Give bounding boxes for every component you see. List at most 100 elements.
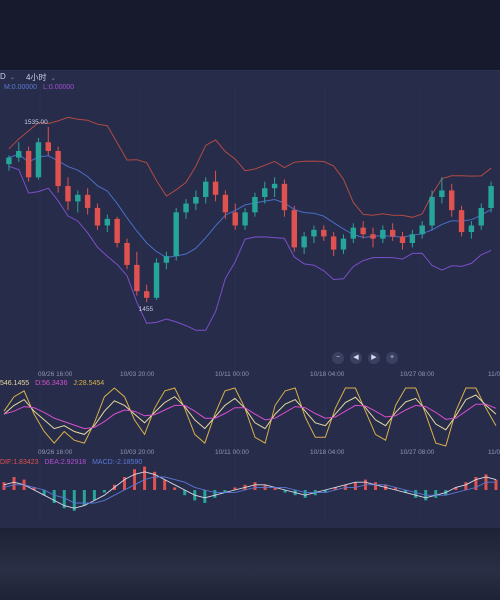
candle-body	[193, 197, 199, 204]
candle	[153, 258, 160, 300]
l-value: L:0.00000	[43, 84, 75, 91]
macd-bar	[102, 490, 106, 493]
ma-value: M:0.00000	[4, 84, 38, 91]
macd-bar	[323, 490, 327, 493]
candle-body	[252, 197, 258, 213]
kdj-legend: 546.1455 D:56.3436 J:28.5454	[0, 380, 104, 387]
macd-dea-line	[3, 476, 496, 504]
chevron-down-icon: ⌄	[10, 75, 16, 81]
candle-body	[370, 234, 376, 239]
candle	[134, 251, 140, 296]
boll-upper-line	[8, 116, 492, 218]
candle-body	[478, 207, 484, 226]
macd-bar	[253, 482, 257, 490]
candle-body	[173, 212, 179, 257]
candle	[45, 126, 51, 156]
candle	[25, 146, 32, 182]
macd-bar	[454, 487, 458, 490]
macd-bar	[404, 490, 408, 493]
macd-legend: DIF:1.83423 DEA:2.92918 MACD:-2.18590	[0, 459, 142, 466]
macd-bar	[353, 482, 357, 490]
max-price-label: 1535.00	[24, 119, 48, 126]
macd-bar	[203, 490, 207, 503]
candle-body	[419, 225, 425, 235]
macd-bar	[52, 490, 56, 503]
candle-body	[65, 186, 71, 202]
candle	[163, 251, 170, 270]
candle-body	[232, 212, 238, 226]
candle	[301, 232, 307, 254]
kdj-k-label: 546.1455	[0, 380, 30, 387]
candle	[271, 177, 278, 197]
chart-panel	[0, 71, 500, 528]
candle-body	[55, 151, 61, 187]
candle	[124, 238, 130, 270]
time-tick-label: 09/26 16:00	[38, 449, 73, 456]
candle	[419, 221, 425, 239]
candle	[439, 177, 445, 204]
time-tick-label: 09/26 16:00	[38, 371, 73, 378]
candle-body	[350, 227, 357, 239]
candle	[321, 225, 327, 241]
time-tick-label: 10/11 00:00	[215, 449, 249, 456]
step-forward-button[interactable]: ▶	[368, 352, 380, 364]
candle	[143, 284, 150, 303]
macd-bar	[464, 482, 468, 490]
candle-body	[321, 229, 327, 237]
macd-bar	[92, 490, 96, 501]
step-forward-icon: ▶	[371, 354, 377, 361]
candle	[370, 227, 376, 248]
candle-body	[45, 142, 51, 151]
candle-body	[439, 190, 445, 197]
candle	[311, 225, 317, 243]
candle	[183, 199, 189, 219]
zoom-in-button[interactable]: +	[386, 352, 398, 364]
symbol-selector[interactable]: D ⌄	[0, 72, 15, 81]
candle-body	[16, 151, 22, 158]
candle-body	[262, 188, 268, 197]
zoom-in-icon: +	[389, 354, 395, 361]
candle-body	[242, 212, 248, 226]
kdj-panel	[3, 387, 497, 447]
candle-body	[212, 181, 219, 195]
macd-bar	[434, 490, 438, 498]
interval-selector[interactable]: 4小时 ⌄	[26, 72, 56, 83]
candle	[104, 214, 111, 233]
macd-bar	[133, 469, 137, 490]
candle	[222, 190, 229, 219]
macd-bar	[183, 490, 187, 496]
macd-bar	[233, 487, 237, 490]
price-annotations: 1535.00 1455	[24, 119, 153, 313]
macd-bar	[153, 471, 157, 490]
zoom-out-button[interactable]: −	[332, 352, 344, 364]
candle	[55, 146, 61, 193]
macd-bar	[173, 487, 177, 490]
main-indicator-values: M:0.00000 L:0.00000	[4, 84, 78, 91]
macd-bar	[374, 482, 378, 490]
candle-body	[6, 157, 12, 165]
candle-body	[104, 218, 111, 226]
macd-panel	[2, 466, 498, 511]
bollinger-bands	[8, 116, 492, 331]
macd-bar	[333, 487, 337, 490]
macd-bar	[283, 490, 287, 493]
macd-bar	[122, 477, 126, 490]
candle	[449, 183, 455, 217]
candle	[6, 155, 12, 171]
macd-dif-label: DIF:1.83423	[0, 459, 39, 466]
candle-body	[291, 210, 297, 248]
time-axis: 09/26 16:00 09/26 16:00 10/03 20:00 10/03 2…	[38, 371, 500, 456]
step-back-button[interactable]: ◀	[350, 352, 362, 364]
candle	[94, 203, 101, 230]
candle	[252, 192, 258, 217]
candle	[232, 203, 238, 230]
macd-bar	[82, 490, 86, 506]
header-divider	[0, 70, 500, 71]
macd-bar	[494, 479, 498, 490]
macd-bar	[414, 490, 418, 498]
candle	[380, 225, 386, 243]
candle	[203, 177, 209, 204]
candle	[75, 190, 81, 213]
time-tick-label: 10/03 20:00	[120, 371, 155, 378]
